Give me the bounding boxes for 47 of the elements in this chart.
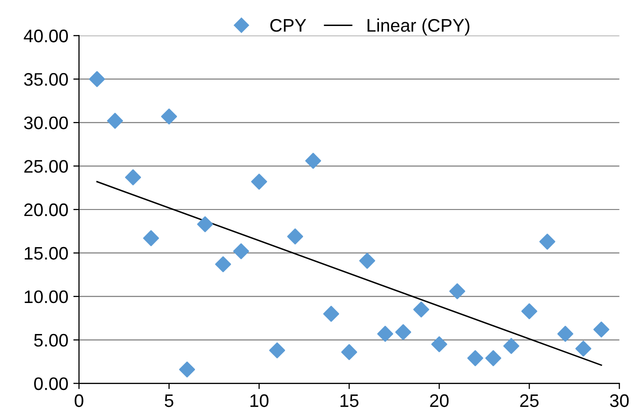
point — [413, 302, 430, 318]
point — [593, 322, 610, 338]
point — [485, 350, 502, 366]
point — [323, 306, 340, 322]
point — [161, 108, 178, 124]
point — [575, 340, 592, 357]
point — [557, 326, 574, 342]
point — [89, 71, 105, 88]
y-tick-label: 25.00 — [24, 160, 68, 173]
point — [305, 152, 322, 169]
y-tick-label: 10.00 — [24, 290, 68, 304]
legend-label: Linear (CPY) — [368, 18, 470, 36]
y-tick-label: 40.00 — [24, 30, 68, 42]
x-tick-label: 0 — [74, 394, 84, 408]
point — [521, 303, 538, 320]
point — [143, 230, 160, 246]
x-tick-label: 30 — [610, 394, 629, 408]
y-tick-label: 20.00 — [24, 203, 68, 216]
point — [179, 361, 196, 378]
point — [341, 344, 358, 360]
point — [215, 256, 232, 272]
x-tick-label: 15 — [340, 394, 358, 408]
y-tick-label: 35.00 — [24, 73, 68, 86]
point — [467, 350, 484, 366]
point — [269, 342, 286, 358]
point — [197, 216, 214, 232]
y-tick-label: 30.00 — [24, 116, 68, 130]
point — [503, 338, 520, 354]
point — [233, 243, 250, 260]
y-tick-label: 0.00 — [34, 377, 68, 390]
point — [107, 112, 123, 129]
point — [431, 336, 448, 352]
legend-label: CPY — [270, 18, 306, 32]
x-tick-label: 25 — [520, 394, 539, 408]
point — [377, 326, 394, 342]
point — [287, 228, 304, 244]
point — [539, 234, 556, 250]
y-tick-label: 5.00 — [34, 334, 68, 347]
point — [125, 169, 142, 186]
point — [251, 174, 268, 190]
point — [449, 283, 466, 300]
y-tick-label: 15.00 — [24, 246, 68, 260]
x-tick-label: 5 — [164, 394, 174, 408]
point — [395, 324, 412, 340]
x-tick-label: 10 — [250, 394, 268, 408]
x-tick-label: 20 — [430, 394, 449, 408]
point — [359, 252, 376, 269]
